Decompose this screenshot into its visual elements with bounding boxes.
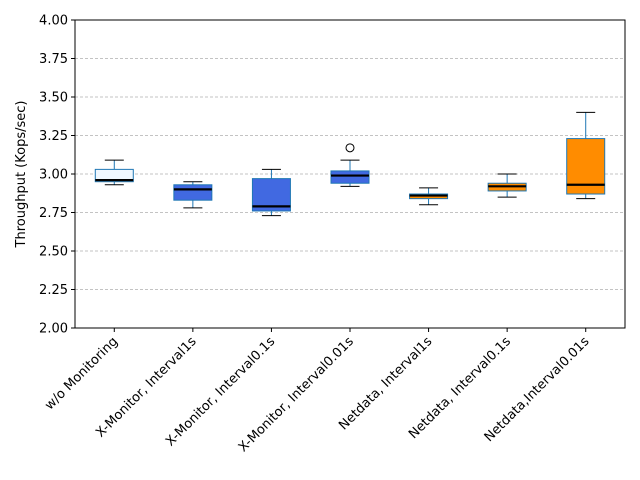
y-tick-label: 2.00	[39, 322, 68, 337]
y-tick-label: 2.75	[39, 206, 68, 221]
box-7	[566, 111, 606, 200]
y-axis-label: Throughput (Kops/sec)	[14, 101, 29, 249]
outlier-point	[345, 143, 355, 153]
x-tick-label: w/o Monitoring	[42, 334, 121, 413]
box-3	[251, 168, 291, 217]
box-series	[94, 111, 606, 217]
iqr-box	[330, 170, 370, 184]
box-4	[330, 143, 370, 187]
iqr-box	[94, 168, 134, 183]
y-tick-label: 3.50	[39, 91, 68, 106]
y-tick-label: 4.00	[39, 14, 68, 29]
iqr-box	[173, 184, 213, 201]
box-6	[487, 173, 527, 198]
y-tick-label: 3.75	[39, 52, 68, 67]
y-tick-label: 2.25	[39, 283, 68, 298]
y-tick-label: 2.50	[39, 245, 68, 260]
box-5	[409, 187, 449, 206]
y-axis-ticks: 2.00 2.25 2.50 2.75 3.00 3.25 3.50 3.75 4.00	[39, 14, 75, 337]
y-tick-label: 3.00	[39, 168, 68, 183]
box-1	[94, 159, 134, 186]
box-2	[173, 181, 213, 209]
y-tick-label: 3.25	[39, 129, 68, 144]
